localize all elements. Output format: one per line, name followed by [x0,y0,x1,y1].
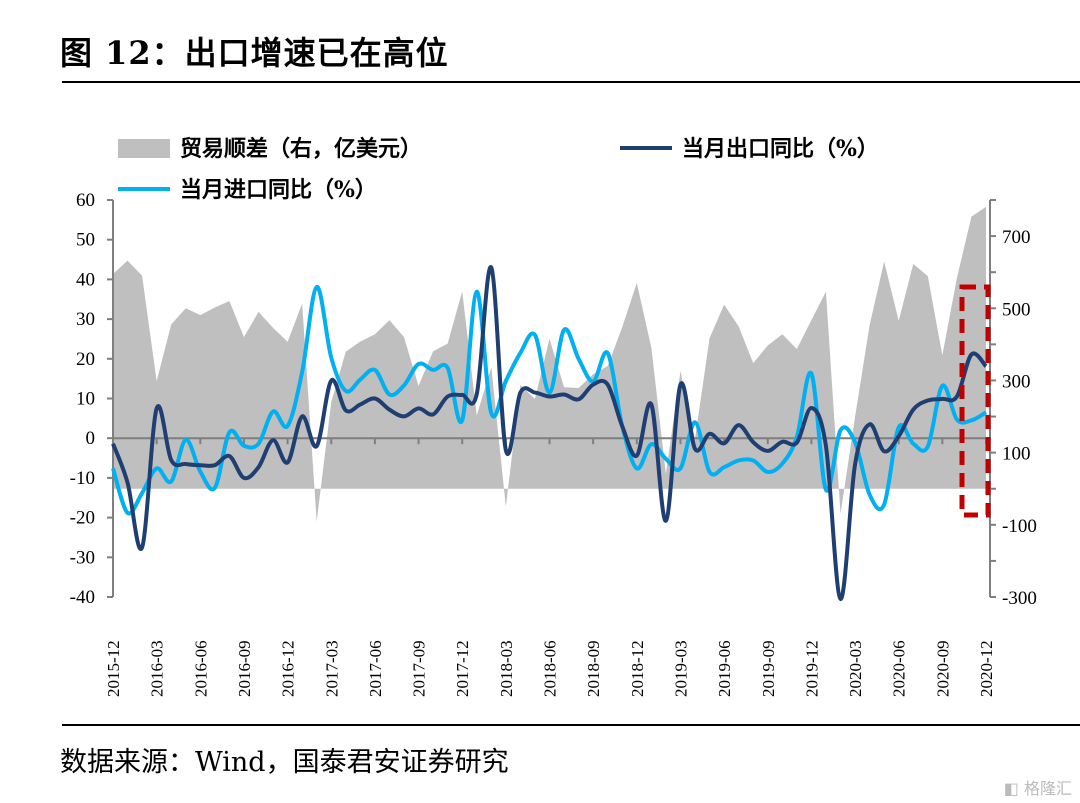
left-tick-label: -10 [70,468,95,489]
footer-divider [62,724,1080,726]
export-yoy-line [111,265,988,601]
x-tick-label: 2017-03 [322,640,341,697]
title-divider [62,81,1080,83]
left-tick-label: 60 [76,190,95,211]
x-tick-label: 2016-06 [191,640,210,697]
x-tick-label: 2019-06 [715,640,734,697]
x-tick-label: 2020-03 [846,640,865,697]
x-tick-label: 2020-12 [977,640,996,697]
left-tick-label: -30 [70,547,95,568]
x-tick-label: 2019-12 [802,640,821,697]
watermark-logo: ◧ 格隆汇 [1003,779,1072,798]
legend-swatch-trade-balance [118,139,170,158]
x-tick-label: 2017-06 [366,640,385,697]
x-tick-label: 2018-03 [497,640,516,697]
left-tick-label: 40 [76,269,95,290]
x-tick-label: 2017-09 [410,640,429,697]
legend: 贸易顺差（右，亿美元） 当月出口同比（%） 当月进口同比（%） [118,136,879,203]
right-tick-label: -100 [1002,516,1037,537]
right-tick-label: 100 [1002,444,1031,465]
right-tick-label: 500 [1002,299,1031,320]
legend-label-trade-balance: 贸易顺差（右，亿美元） [180,136,422,162]
x-tick-label: 2020-06 [890,640,909,697]
left-tick-label: -40 [70,587,95,608]
x-tick-label: 2015-12 [104,640,123,697]
x-tick-label: 2017-12 [453,640,472,697]
left-tick-label: 0 [86,428,96,449]
import-yoy-line [111,284,988,516]
x-tick-label: 2020-09 [933,640,952,697]
right-tick-label: -300 [1002,588,1037,609]
legend-label-import: 当月进口同比（%） [180,177,377,203]
source-note: 数据来源：Wind，国泰君安证券研究 [60,747,509,778]
x-tick-label: 2019-09 [759,640,778,697]
line-layer [111,265,988,601]
left-tick-label: 50 [76,230,95,251]
x-tick-label: 2016-09 [235,640,254,697]
x-tick-label: 2018-06 [541,640,560,697]
left-tick-label: 10 [76,389,95,410]
left-tick-label: 30 [76,309,95,330]
highlight-box [959,284,991,518]
right-tick-label: 700 [1002,227,1031,248]
x-tick-label: 2016-12 [279,640,298,697]
left-tick-label: 20 [76,349,95,370]
x-tick-label: 2018-09 [584,640,603,697]
x-tick-label: 2018-12 [628,640,647,697]
axes-layer: 6050403020100-10-20-30-40700500300100-10… [70,190,1037,697]
right-tick-label: 300 [1002,371,1031,392]
legend-label-export: 当月出口同比（%） [682,136,879,162]
figure-title: 图 12：出口增速已在高位 [60,34,449,72]
x-tick-label: 2016-03 [148,640,167,697]
left-tick-label: -20 [70,508,95,529]
x-tick-label: 2019-03 [671,640,690,697]
